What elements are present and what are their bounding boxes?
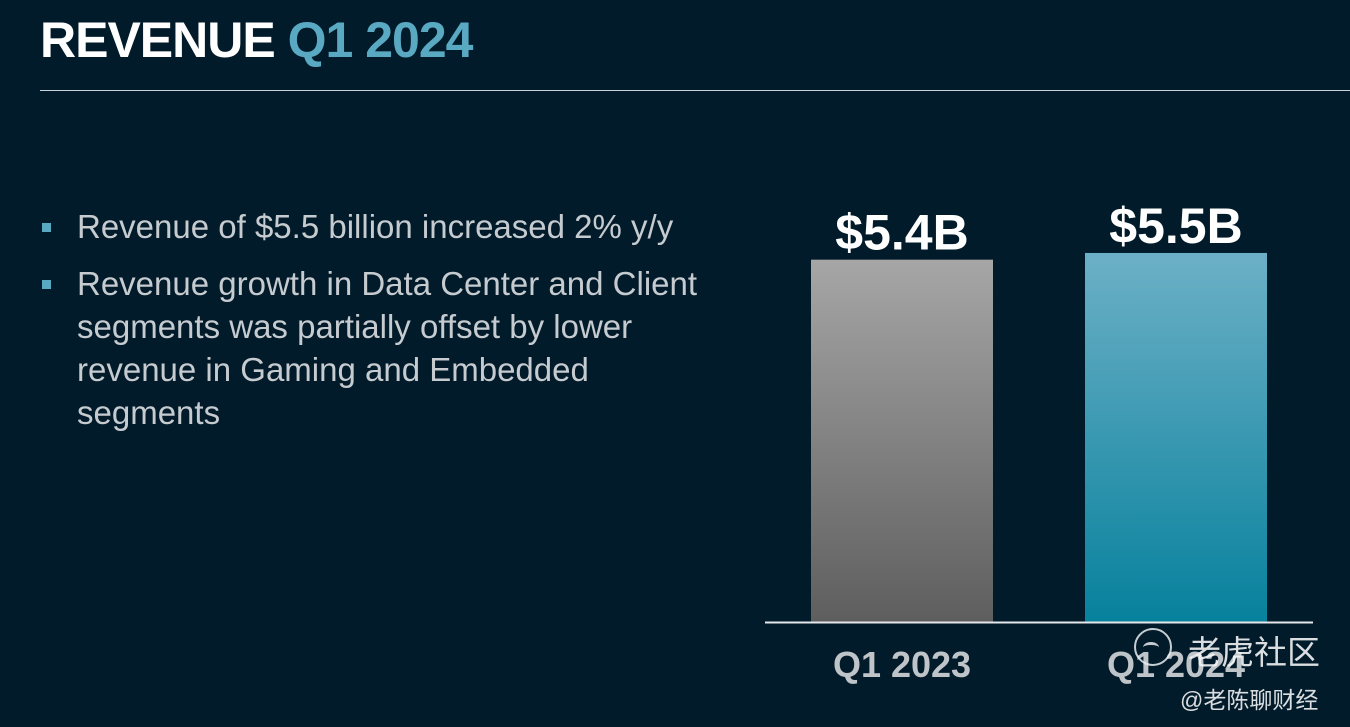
- watermark-handle: @老陈聊财经: [1180, 687, 1319, 713]
- data-label: $5.4B: [835, 205, 968, 261]
- bar-q1-2024: [1085, 252, 1267, 622]
- bullet-item: Revenue of $5.5 billion increased 2% y/y: [42, 205, 732, 248]
- bar-q1-2023: [811, 259, 993, 622]
- x-tick-label: Q1 2024: [1107, 644, 1245, 685]
- bullet-text: Revenue growth in Data Center and Client…: [77, 265, 698, 431]
- bullet-item: Revenue growth in Data Center and Client…: [42, 262, 732, 434]
- slide-title: REVENUE Q1 2024: [40, 12, 474, 68]
- watermark-site: 老虎社区: [1188, 634, 1320, 671]
- title-main: REVENUE: [40, 12, 276, 68]
- title-divider: [40, 90, 1350, 91]
- data-label: $5.5B: [1109, 198, 1242, 254]
- title-accent: Q1 2024: [287, 12, 474, 68]
- bullet-text: Revenue of $5.5 billion increased 2% y/y: [77, 208, 674, 245]
- x-tick-label: Q1 2023: [833, 644, 971, 685]
- bullet-square-icon: [42, 280, 51, 289]
- bullet-list: Revenue of $5.5 billion increased 2% y/y…: [42, 205, 732, 448]
- tiger-community-logo-icon: [1134, 628, 1172, 666]
- bullet-square-icon: [42, 223, 51, 232]
